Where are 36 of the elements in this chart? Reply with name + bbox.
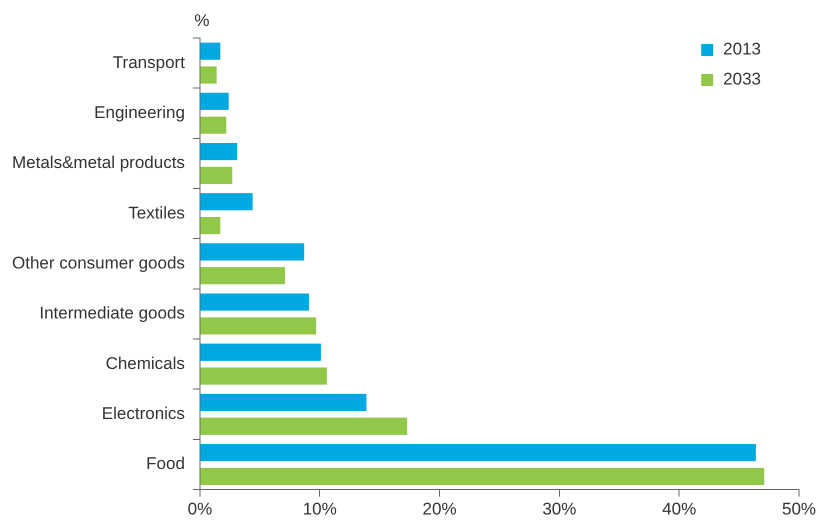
y-tick-label: Electronics (102, 404, 185, 424)
x-tick-label: 0% (188, 499, 212, 518)
bar (200, 92, 229, 110)
y-tick-label: Food (146, 454, 185, 474)
bar (200, 267, 285, 284)
bar (200, 367, 327, 385)
legend-label: 2013 (723, 40, 762, 59)
bar (200, 317, 316, 334)
bar (200, 193, 253, 210)
bar (200, 293, 309, 311)
bar (200, 142, 238, 160)
x-tick-label: 50% (782, 499, 816, 518)
x-tick-label: 10% (302, 499, 337, 518)
bar (200, 344, 321, 361)
y-tick-label: Other consumer goods (12, 253, 185, 272)
x-tick-label: 20% (422, 499, 457, 518)
y-tick-label: Intermediate goods (39, 304, 185, 323)
y-tick-label: Metals&metal products (12, 153, 185, 172)
legend-label: 2033 (723, 70, 762, 89)
bar (200, 468, 764, 486)
bar (200, 166, 232, 184)
x-tick-label: 30% (542, 499, 576, 518)
bar (200, 243, 304, 260)
y-tick-label: Transport (112, 52, 186, 72)
y-tick-label: Engineering (94, 102, 185, 122)
bar (200, 42, 220, 60)
bar (200, 66, 217, 84)
bar (200, 116, 226, 134)
x-tick-label: 40% (662, 499, 696, 518)
bar (200, 444, 756, 462)
y-tick-label: Chemicals (106, 354, 185, 373)
bar (200, 216, 220, 234)
bar (200, 418, 408, 435)
y-axis-title: % (194, 11, 210, 30)
y-tick-label: Textiles (128, 203, 185, 222)
bar (200, 394, 366, 411)
